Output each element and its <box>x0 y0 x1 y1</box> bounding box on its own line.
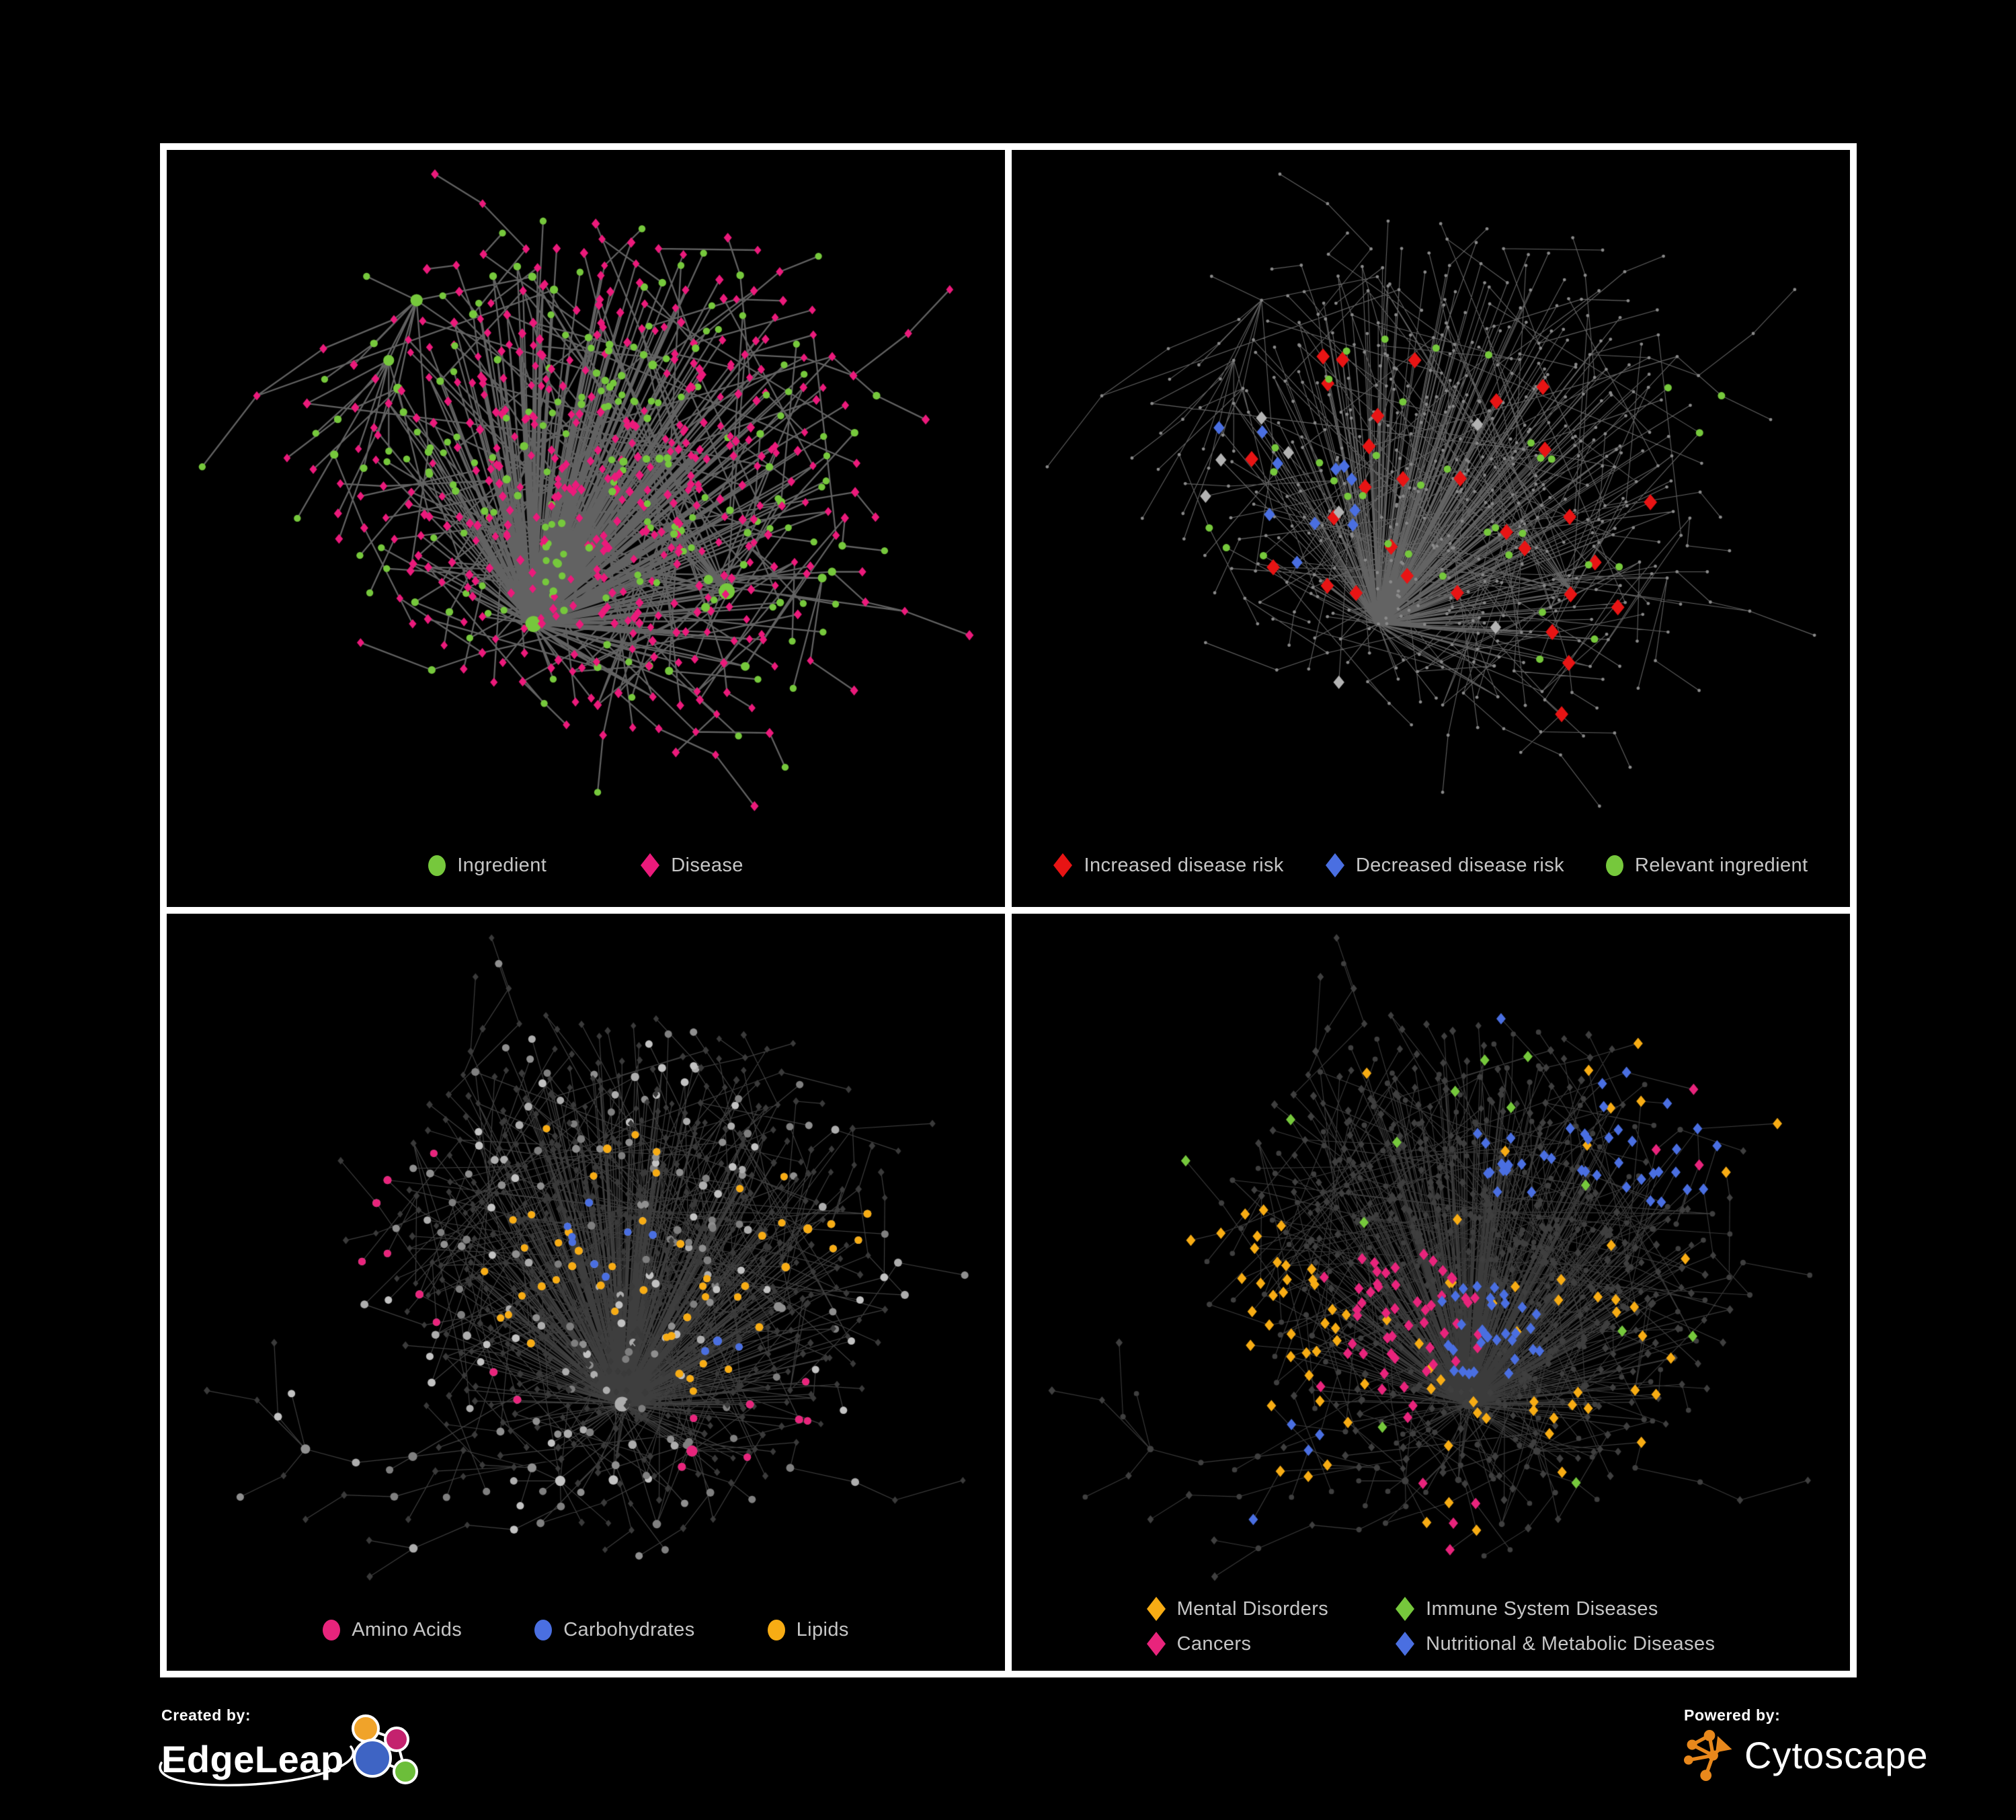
legend-diamond-marker <box>1146 1597 1166 1621</box>
legend-item: Immune System Diseases <box>1396 1597 1658 1621</box>
cytoscape-credit: Powered by: Cytoscape <box>1684 1706 1929 1782</box>
legend-item: Lipids <box>767 1619 849 1641</box>
legend-item: Amino Acids <box>323 1619 462 1641</box>
legend-diamond-marker <box>1396 1597 1415 1621</box>
panel-disease-categories: Mental Disorders Immune System Diseases Ca… <box>1012 914 1850 1671</box>
edgeleap-wordmark: EdgeLeap <box>161 1738 344 1780</box>
legend-ingredient-disease: Ingredient Disease <box>167 853 1005 877</box>
network-canvas-disease-risk <box>1012 150 1850 907</box>
panel-ingredient-disease: Ingredient Disease <box>167 150 1005 907</box>
legend-diamond-marker <box>641 853 660 877</box>
panel-ingredient-classes: Amino Acids Carbohydrates Lipids <box>167 914 1005 1671</box>
legend-label: Immune System Diseases <box>1426 1597 1658 1620</box>
legend-label: Decreased disease risk <box>1355 854 1565 876</box>
legend-label: Amino Acids <box>352 1619 462 1640</box>
legend-item: Increased disease risk <box>1053 853 1283 877</box>
legend-circle-marker <box>767 1620 785 1640</box>
legend-circle-marker <box>534 1620 553 1640</box>
legend-label: Disease <box>671 854 743 876</box>
legend-circle-marker <box>323 1620 341 1640</box>
legend-item: Mental Disorders <box>1146 1597 1329 1621</box>
panel-disease-risk: Increased disease risk Decreased disease … <box>1012 150 1850 907</box>
legend-diamond-marker <box>1053 853 1073 877</box>
legend-label: Mental Disorders <box>1176 1597 1329 1620</box>
cytoscape-wordmark: Cytoscape <box>1744 1734 1929 1776</box>
legend-label: Nutritional & Metabolic Diseases <box>1426 1632 1716 1655</box>
legend-label: Ingredient <box>457 854 547 876</box>
legend-label: Carbohydrates <box>563 1619 695 1640</box>
legend-ingredient-classes: Amino Acids Carbohydrates Lipids <box>167 1619 1005 1641</box>
legend-label: Relevant ingredient <box>1635 854 1808 876</box>
panel-grid: Ingredient Disease Increased disease risk… <box>160 143 1857 1677</box>
legend-disease-categories: Mental Disorders Immune System Diseases Ca… <box>1146 1597 1716 1656</box>
legend-label: Cancers <box>1176 1632 1252 1655</box>
legend-label: Increased disease risk <box>1084 854 1284 876</box>
legend-diamond-marker <box>1146 1632 1166 1656</box>
legend-label: Lipids <box>796 1619 849 1640</box>
legend-circle-marker <box>428 855 446 876</box>
network-canvas-ingredient-disease <box>167 150 1005 907</box>
legend-disease-risk: Increased disease risk Decreased disease … <box>1012 853 1850 877</box>
cytoscape-logo-icon <box>1684 1730 1732 1781</box>
legend-item: Ingredient <box>428 855 547 877</box>
legend-item: Carbohydrates <box>534 1619 694 1641</box>
legend-circle-marker <box>1606 855 1624 876</box>
legend-item: Decreased disease risk <box>1325 853 1565 877</box>
edgeleap-credit: Created by: EdgeLeap <box>159 1706 421 1790</box>
powered-by-label: Powered by: <box>1684 1706 1781 1724</box>
edgeleap-logo-icon <box>351 1714 418 1784</box>
network-canvas-disease-categories <box>1012 914 1850 1671</box>
legend-diamond-marker <box>1325 853 1344 877</box>
legend-item: Disease <box>641 853 743 877</box>
network-canvas-ingredient-classes <box>167 914 1005 1671</box>
legend-item: Cancers <box>1146 1632 1252 1656</box>
legend-item: Relevant ingredient <box>1606 855 1808 877</box>
legend-item: Nutritional & Metabolic Diseases <box>1396 1632 1715 1656</box>
legend-diamond-marker <box>1396 1632 1415 1656</box>
created-by-label: Created by: <box>161 1706 251 1724</box>
